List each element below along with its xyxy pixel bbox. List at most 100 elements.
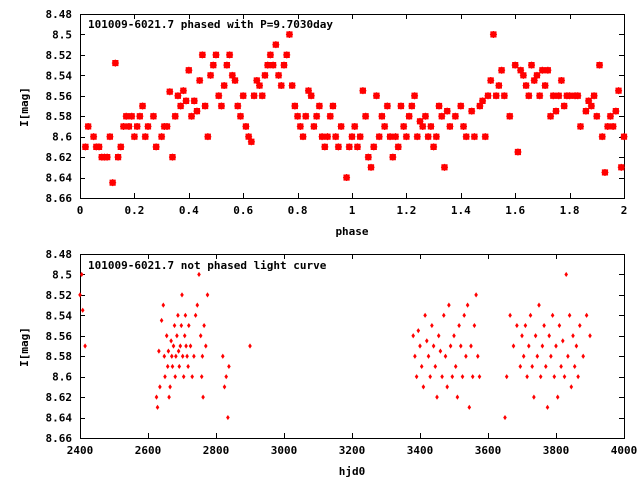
phased-y-tick-label: 8.48 xyxy=(46,8,73,21)
unphased-data-point xyxy=(542,322,546,329)
phased-data-point xyxy=(152,143,160,151)
phased-data-point xyxy=(397,102,405,110)
phased-x-tick-label: 1 xyxy=(349,204,356,217)
unphased-data-point xyxy=(188,343,193,349)
phased-data-point xyxy=(117,143,125,151)
unphased-data-point xyxy=(190,374,194,380)
phased-data-point xyxy=(446,122,454,130)
phased-data-point xyxy=(479,97,487,105)
phased-data-point xyxy=(245,133,253,141)
phased-data-point xyxy=(487,76,495,84)
phased-data-point xyxy=(111,59,119,67)
unphased-axis-ticks: 2400 2600 2800 3000 3200 3400 3600 3800 4000 8.48… xyxy=(46,248,638,457)
unphased-data-point xyxy=(452,333,456,339)
unphased-data-point xyxy=(425,338,429,344)
unphased-x-tick-label: 2400 xyxy=(67,444,94,457)
phased-data-point xyxy=(419,122,427,130)
unphased-data-point xyxy=(171,343,176,349)
unphased-data-point xyxy=(457,322,461,329)
phased-data-point xyxy=(432,133,440,141)
phased-data-point xyxy=(587,102,595,110)
phased-data-point xyxy=(81,143,89,151)
phased-data-point xyxy=(269,61,277,69)
phased-y-tick-label: 8.5 xyxy=(52,28,72,41)
phased-data-point xyxy=(321,143,329,151)
unphased-data-point xyxy=(455,394,460,400)
phased-plot-frame xyxy=(80,14,625,199)
phased-data-point xyxy=(421,112,429,120)
unphased-data-point xyxy=(180,353,185,359)
phased-data-point xyxy=(489,30,497,38)
unphased-data-point xyxy=(555,394,560,400)
phased-data-point xyxy=(560,102,568,110)
unphased-data-points xyxy=(78,271,592,421)
phased-x-tick-label: 0.4 xyxy=(179,204,199,217)
unphased-data-point xyxy=(535,353,540,359)
unphased-data-point xyxy=(474,292,478,298)
phased-data-point xyxy=(498,66,506,74)
unphased-y-tick-label: 8.56 xyxy=(46,330,73,343)
phased-data-point xyxy=(84,122,92,130)
unphased-data-point xyxy=(421,384,426,390)
unphased-data-point xyxy=(459,343,463,349)
phased-data-point xyxy=(296,122,304,130)
phased-data-point xyxy=(95,143,103,151)
unphased-data-point xyxy=(504,374,509,380)
phased-data-points xyxy=(81,30,628,187)
phased-data-point xyxy=(256,82,264,90)
phased-data-point xyxy=(596,61,604,69)
unphased-data-point xyxy=(175,333,179,339)
phased-data-point xyxy=(362,112,370,120)
unphased-data-point xyxy=(80,307,85,313)
phased-data-point xyxy=(212,51,220,59)
phased-data-point xyxy=(294,112,302,120)
unphased-data-point xyxy=(169,338,173,344)
phased-data-point xyxy=(291,102,299,110)
phased-x-tick-label: 1.8 xyxy=(560,204,580,217)
phased-data-point xyxy=(343,174,351,182)
phased-data-point xyxy=(163,122,171,130)
phased-data-point xyxy=(307,92,315,100)
unphased-data-point xyxy=(547,333,551,339)
unphased-x-tick-label: 2800 xyxy=(203,444,230,457)
unphased-data-point xyxy=(181,374,186,380)
phased-data-point xyxy=(283,51,291,59)
phased-data-point xyxy=(193,107,201,115)
phased-data-point xyxy=(149,112,157,120)
phased-data-point xyxy=(519,71,527,79)
unphased-data-point xyxy=(178,343,183,349)
phased-data-point xyxy=(337,122,345,130)
phased-data-point xyxy=(196,76,204,84)
unphased-data-point xyxy=(414,374,419,380)
phased-data-point xyxy=(424,133,432,141)
unphased-data-point xyxy=(186,363,190,370)
phased-data-point xyxy=(557,76,565,84)
unphased-y-axis-label: I[mag] xyxy=(18,327,31,367)
unphased-data-point xyxy=(197,271,201,278)
phased-data-point xyxy=(315,102,323,110)
unphased-x-axis-label: hjd0 xyxy=(339,465,366,478)
unphased-data-point xyxy=(166,348,171,354)
unphased-data-point xyxy=(224,374,228,380)
unphased-data-point xyxy=(222,384,227,390)
phased-data-point xyxy=(582,107,590,115)
phased-data-point xyxy=(351,122,359,130)
unphased-x-tick-label: 4000 xyxy=(611,444,638,457)
phased-y-tick-label: 8.6 xyxy=(52,131,72,144)
unphased-data-point xyxy=(183,312,188,318)
unphased-data-point xyxy=(173,374,177,380)
unphased-x-tick-label: 3200 xyxy=(339,444,366,457)
phased-data-point xyxy=(310,122,318,130)
unphased-data-point xyxy=(443,353,448,359)
unphased-data-point xyxy=(554,343,558,349)
unphased-data-point xyxy=(530,363,534,370)
phased-data-point xyxy=(136,112,144,120)
phased-data-point xyxy=(481,133,489,141)
unphased-data-point xyxy=(167,394,171,400)
unphased-data-point xyxy=(447,302,451,308)
unphased-data-point xyxy=(520,333,524,339)
unphased-data-point xyxy=(195,302,200,308)
unphased-data-point xyxy=(205,292,210,298)
unphased-data-point xyxy=(193,312,198,318)
phased-data-point xyxy=(272,41,280,49)
